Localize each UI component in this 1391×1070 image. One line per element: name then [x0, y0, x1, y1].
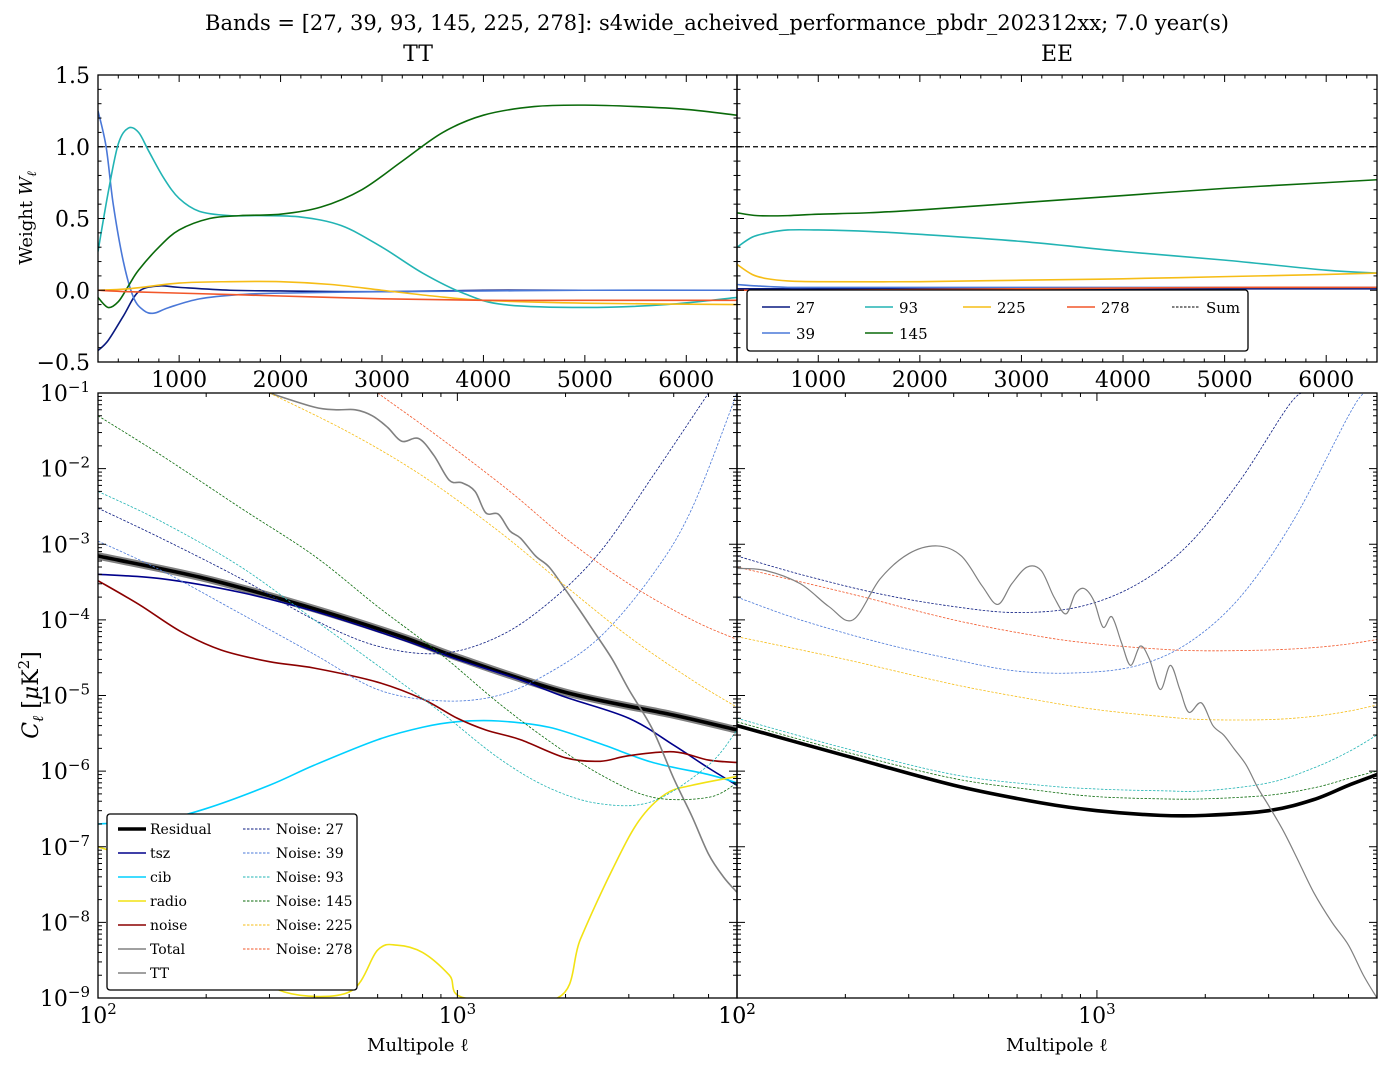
weights-ee-series-93: [737, 228, 1377, 274]
spectra-ee-series-residual: [737, 723, 1377, 818]
spectra-tt-ytick-label: 10−3: [40, 529, 90, 558]
spectra-legend-label: Noise: 39: [276, 846, 344, 862]
spectra-ee-series-ee: [737, 545, 1377, 998]
weights-tt-series-145: [98, 104, 737, 309]
weights-ee-xtick-label: 5000: [1197, 368, 1253, 393]
weights-tt-frame: [97, 74, 738, 363]
spectra-tt-ytick-label: 10−9: [40, 983, 90, 1012]
spectra-tt-series-residual: [98, 554, 737, 732]
spectra-ee-x-axis-label: Multipole ℓ: [1006, 1035, 1108, 1056]
spectra-legend-box: [106, 813, 358, 991]
spectra-legend-label: Noise: 27: [276, 822, 344, 838]
weights-legend-label: 39: [796, 325, 815, 343]
spectra-tt-series-noise-145: [98, 415, 737, 801]
spectra-legend-label: Noise: 93: [276, 870, 344, 886]
panel-title-ee: EE: [1041, 42, 1073, 67]
spectra-tt-xtick-label: 102: [79, 1000, 117, 1029]
spectra-tt-series-noise-93: [98, 491, 737, 807]
weights-ee-xtick-label: 1000: [790, 368, 846, 393]
weights-ee-xtick-label: 6000: [1298, 368, 1354, 393]
spectra-ee-series-noise-278: [737, 566, 1377, 652]
weights-tt-xtick-label: 3000: [354, 368, 410, 393]
spectra-legend-label: Residual: [150, 822, 212, 838]
weights-legend-label: 278: [1101, 299, 1130, 317]
spectra-legend-label: radio: [150, 894, 187, 910]
spectra-ee-series-noise-93: [737, 717, 1377, 792]
weights-tt-series-225: [98, 280, 737, 306]
figure-suptitle: Bands = [27, 39, 93, 145, 225, 278]: s4w…: [205, 11, 1229, 35]
weights-tt-ytick-label: 0.0: [55, 279, 90, 304]
weights-tt-series-278: [98, 289, 737, 302]
weights-ee-panel: 1000 2000 3000 4000 5000 6000: [736, 74, 1378, 393]
spectra-tt-series-noise: [98, 579, 737, 764]
panel-title-tt: TT: [403, 42, 433, 67]
weights-tt-ytick-label: 0.5: [55, 208, 90, 233]
weights-y-axis-label: Weight Wℓ: [16, 171, 40, 265]
spectra-tt-ytick-label: 10−6: [40, 756, 90, 785]
spectra-legend: Residual tsz cib radio noise Total TT Noise: 27…: [106, 813, 358, 991]
spectra-tt-xtick-label: 103: [439, 1000, 477, 1029]
weights-tt-xtick-label: 5000: [557, 368, 613, 393]
spectra-ee-series-noise-27: [737, 393, 1314, 613]
weights-tt-ytick-label: 1.5: [55, 64, 90, 89]
spectra-tt-ytick-label: 10−8: [40, 907, 90, 936]
weights-tt-xtick-label: 1000: [151, 368, 207, 393]
weights-ee-xtick-label: 3000: [993, 368, 1049, 393]
weights-legend-label: 27: [796, 299, 815, 317]
weights-ee-xtick-label: 4000: [1095, 368, 1151, 393]
spectra-tt-series-noise-39: [98, 393, 737, 702]
weights-tt-series-27: [98, 284, 737, 352]
weights-ee-series-225: [737, 263, 1377, 283]
weights-legend-label: 225: [997, 299, 1026, 317]
weights-legend-label: Sum: [1206, 299, 1240, 317]
spectra-tt-x-axis-label: Multipole ℓ: [367, 1035, 469, 1056]
spectra-ee-series-noise-145: [737, 721, 1377, 800]
spectra-legend-label: Total: [150, 942, 186, 958]
spectra-ee-series-noise-225: [737, 636, 1377, 721]
weights-legend-box: [746, 289, 1249, 352]
weights-tt-series-39: [98, 110, 737, 315]
spectra-tt-series-tsz: [98, 573, 737, 786]
spectra-tt-ytick-label: 10−1: [40, 378, 90, 407]
spectra-ee-xtick-label: 103: [1078, 1000, 1116, 1029]
spectra-tt-series-noise-278: [377, 393, 737, 640]
weights-tt-xtick-label: 6000: [658, 368, 714, 393]
spectra-y-axis-label: Cℓ [μK2]: [15, 651, 47, 739]
spectra-tt-ytick-label: 10−5: [40, 681, 90, 710]
spectra-tt-ytick-label: 10−7: [40, 832, 90, 861]
spectra-legend-label: Noise: 225: [276, 918, 353, 934]
spectra-tt-ytick-label: 10−2: [40, 454, 90, 483]
weights-tt-series-93: [98, 126, 737, 309]
weights-ee-xtick-label: 2000: [892, 368, 948, 393]
spectra-legend-label: cib: [150, 870, 171, 886]
spectra-tt-series-cib: [98, 719, 737, 825]
spectra-tt-series-tt: [269, 393, 737, 893]
weights-tt-ytick-label: 1.0: [55, 136, 90, 161]
weights-ee-series-145: [737, 178, 1377, 217]
spectra-tt-series-noise-225: [269, 393, 737, 708]
weights-legend-label: 145: [899, 325, 928, 343]
spectra-ee-xtick-label: 102: [718, 1000, 756, 1029]
spectra-ee-frame: [736, 392, 1378, 999]
spectra-ee-panel: 102 103: [718, 392, 1378, 1029]
spectra-tt-ytick-label: 10−4: [40, 605, 90, 634]
spectra-tt-series-noise-27: [98, 393, 709, 655]
weights-tt-ytick-label: −0.5: [37, 351, 90, 376]
spectra-ee-xtick-label: 102: [718, 1000, 756, 1029]
spectra-legend-label: Noise: 278: [276, 942, 353, 958]
weights-legend: 27 39 93 145 225 278 Sum: [746, 289, 1249, 352]
weights-tt-panel: 1000 2000 3000 4000 5000 6000 −0.5 0.0 0.5 1.0 1.5: [37, 64, 738, 393]
spectra-ee-series-noise-39: [737, 393, 1364, 674]
spectra-legend-label: TT: [150, 966, 170, 982]
spectra-legend-label: Noise: 145: [276, 894, 353, 910]
weights-tt-xtick-label: 4000: [455, 368, 511, 393]
spectra-legend-label: tsz: [150, 846, 170, 862]
weights-tt-xtick-label: 2000: [253, 368, 309, 393]
weights-legend-label: 93: [899, 299, 918, 317]
spectra-legend-label: noise: [150, 918, 187, 934]
